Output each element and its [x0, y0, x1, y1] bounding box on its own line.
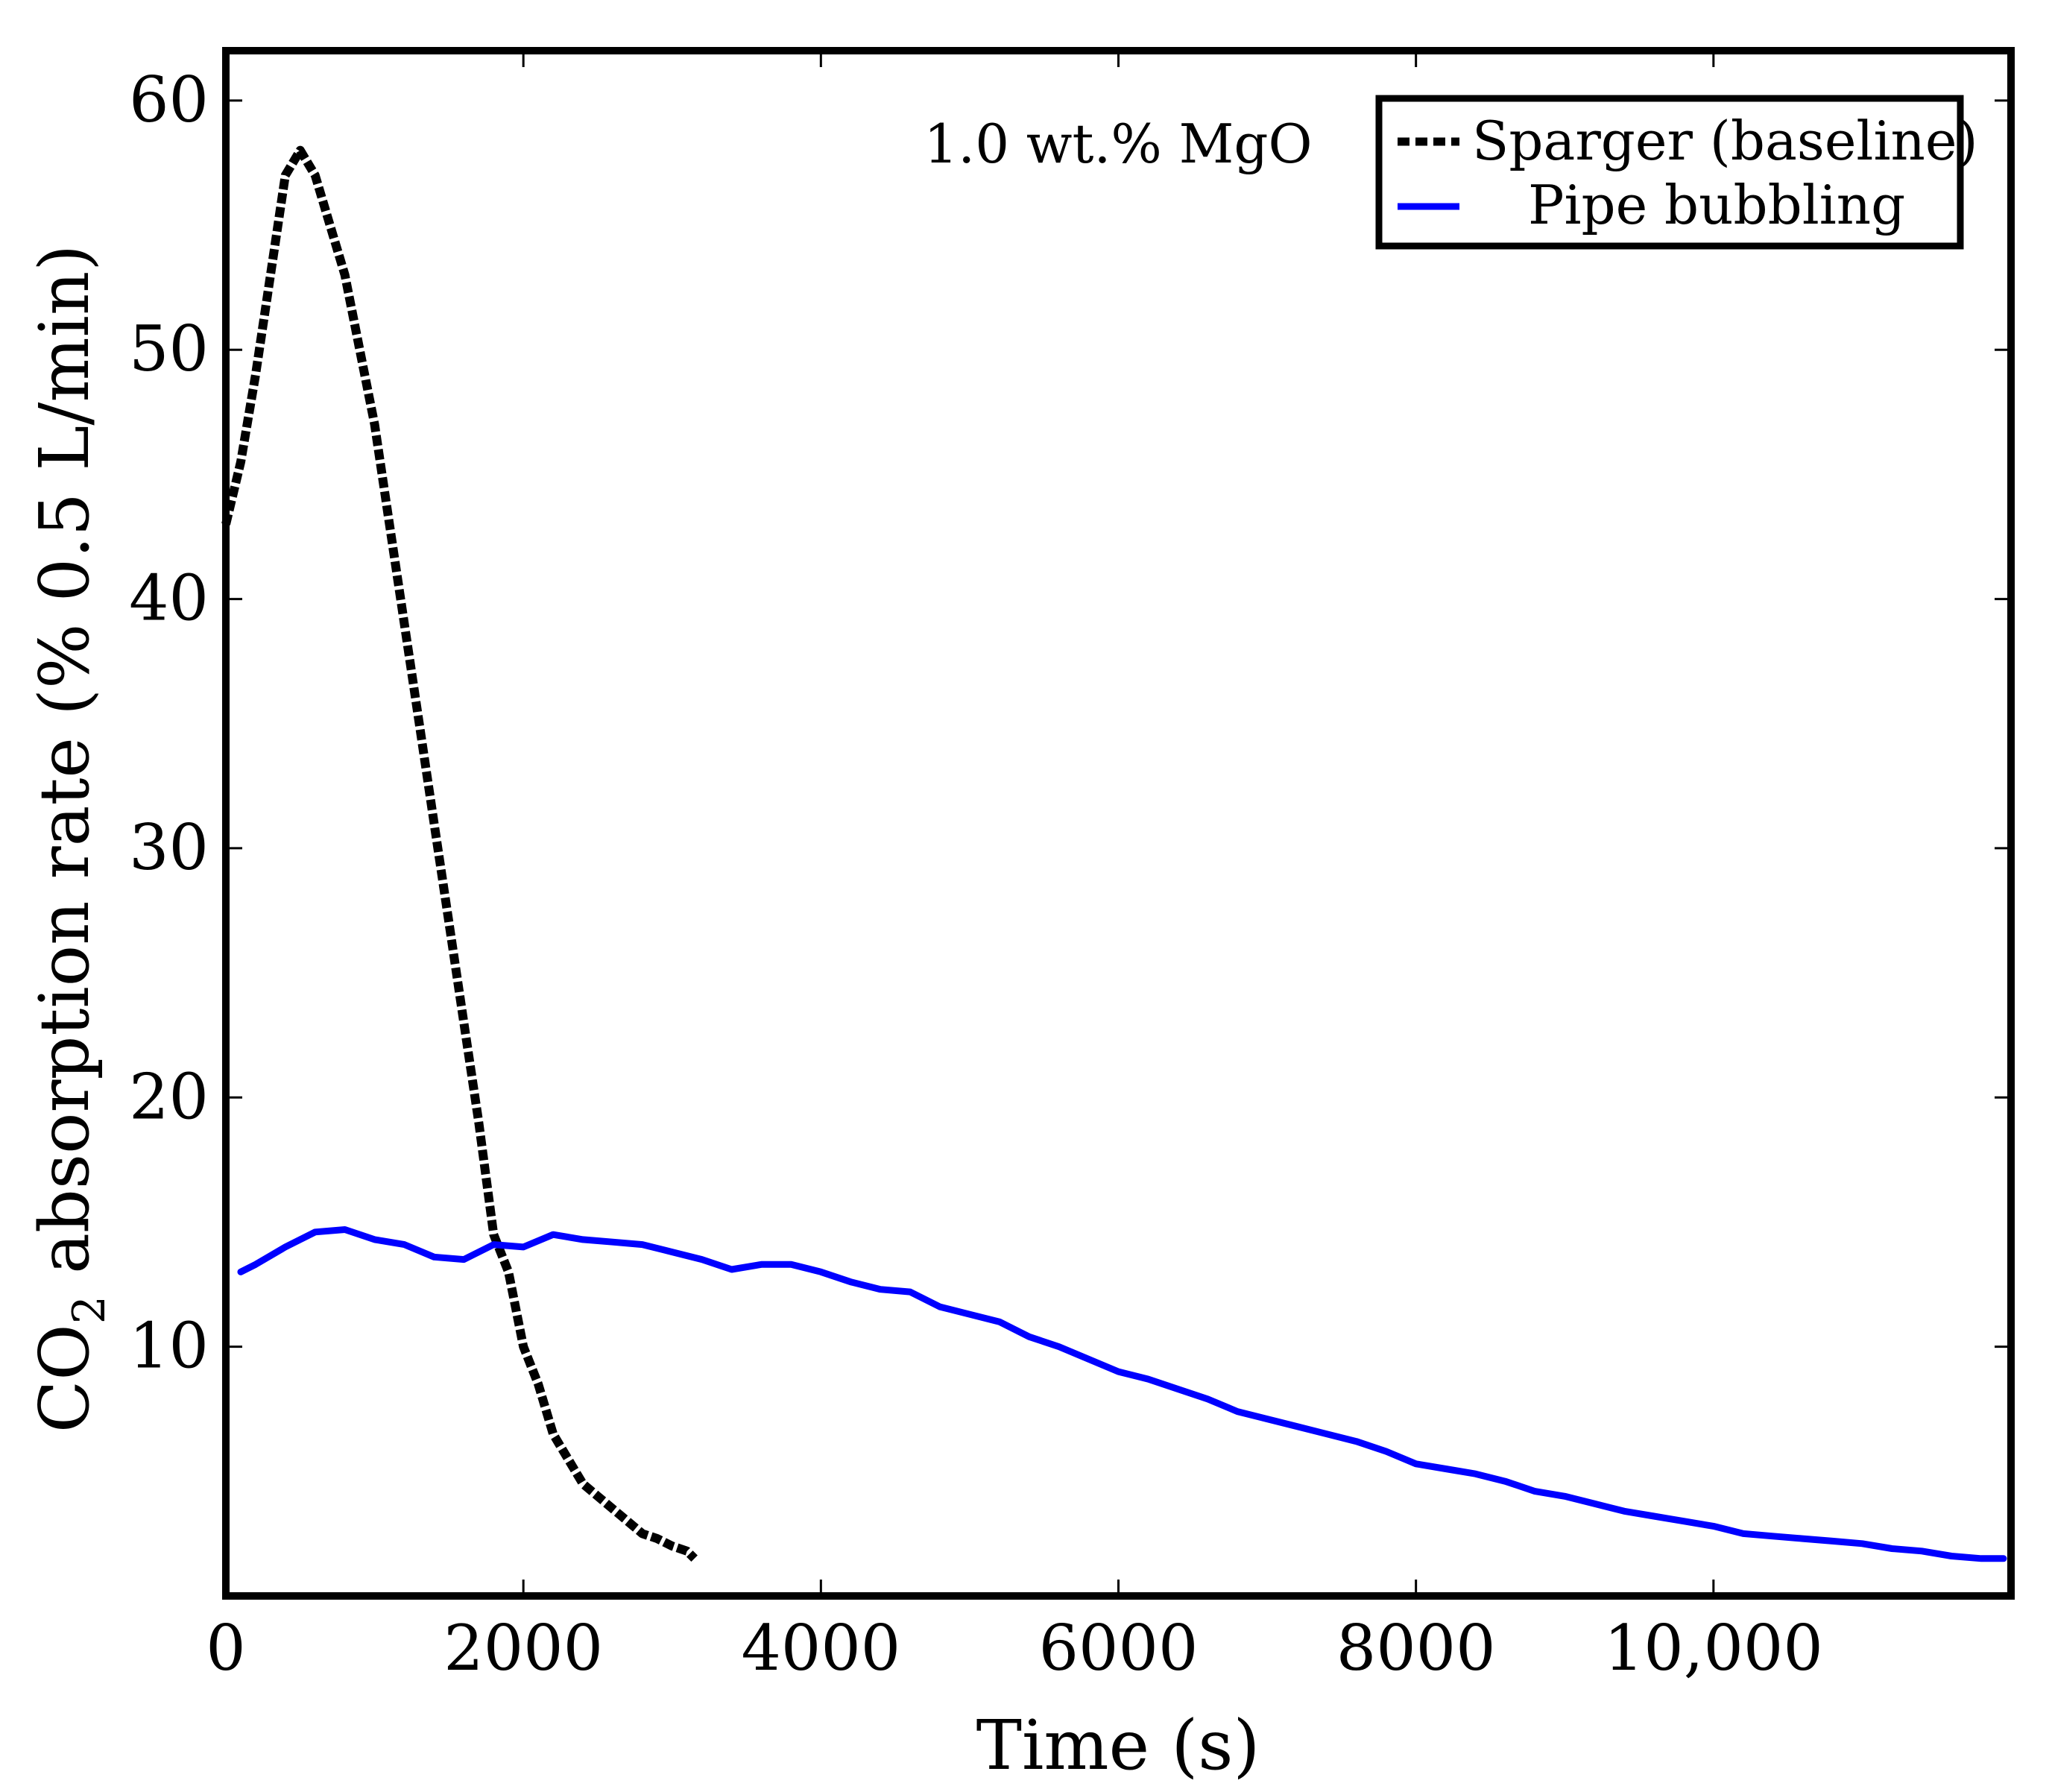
series-pipe-bubbling [237, 1226, 2007, 1562]
x-tick-label: 10,000 [1604, 1612, 1823, 1685]
y-tick-label: 20 [129, 1060, 209, 1133]
legend-label-sparger: Sparger (baseline) [1472, 110, 1978, 172]
x-axis-title: Time (s) [976, 1706, 1260, 1785]
legend: Sparger (baseline) Pipe bubbling [1375, 95, 1978, 250]
legend-label-pipe: Pipe bubbling [1528, 174, 1905, 236]
x-tick-label: 4000 [741, 1612, 900, 1685]
plot-frame [222, 47, 2015, 1600]
series-line [221, 145, 698, 1562]
y-tick-label: 30 [129, 811, 209, 884]
legend-box [1375, 95, 1964, 250]
y-axis-title-suffix: absorption rate (% 0.5 L/min) [25, 244, 104, 1296]
x-tick-label: 2000 [443, 1612, 603, 1685]
y-tick-label: 60 [129, 63, 209, 136]
axis-ticks [224, 51, 2011, 1596]
x-tick-label: 8000 [1336, 1612, 1496, 1685]
y-tick-label: 10 [129, 1310, 209, 1383]
y-axis-title-prefix: CO [25, 1324, 104, 1433]
series-line [237, 1226, 2007, 1562]
series-sparger [221, 145, 698, 1562]
annotation-label: 1.0 wt.% MgO [924, 113, 1313, 175]
x-tick-label: 6000 [1039, 1612, 1199, 1685]
y-tick-label: 50 [129, 312, 209, 385]
x-tick-label: 0 [206, 1612, 245, 1685]
y-axis-title: CO2 absorption rate (% 0.5 L/min) [25, 244, 116, 1433]
x-tick-labels: 0 2000 4000 6000 8000 10,000 [206, 1612, 1823, 1685]
y-tick-labels: 10 20 30 40 50 60 [129, 63, 209, 1383]
y-tick-label: 40 [129, 562, 209, 635]
series-layer [221, 145, 2007, 1562]
y-axis-title-subscript: 2 [63, 1296, 116, 1324]
